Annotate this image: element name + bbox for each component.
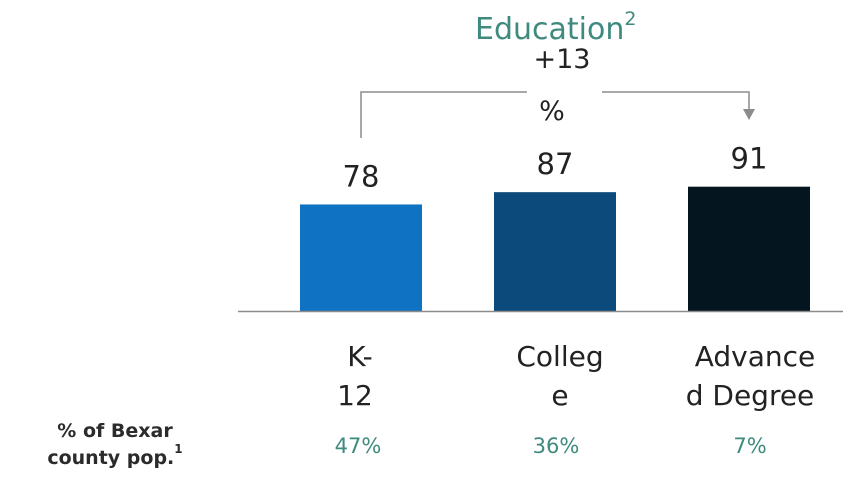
population-row-label-line1: % of Bexar — [57, 420, 173, 442]
category-label-college-line2: e — [551, 379, 569, 412]
chart-title-footnote: 2 — [624, 8, 637, 30]
population-row-footnote: 1 — [174, 442, 183, 456]
population-row-label: % of Bexar county pop.1 — [30, 418, 200, 472]
value-label-advanced: 91 — [731, 142, 768, 176]
bracket-right-segment — [602, 91, 750, 110]
category-label-k12-line2: 12 — [337, 379, 373, 412]
category-label-advanced-line1: Advance — [694, 340, 816, 373]
category-label-advanced-line2: d Degree — [685, 379, 815, 412]
population-share-k12: 47% — [334, 434, 382, 458]
population-share-college: 36% — [532, 434, 580, 458]
population-row-label-line2: county pop. — [47, 447, 175, 469]
bar-advanced — [688, 186, 810, 311]
bracket-arrowhead — [743, 109, 755, 120]
chart-title-text: Education — [475, 12, 625, 47]
value-label-college: 87 — [537, 147, 574, 181]
value-label-k12: 78 — [343, 159, 380, 193]
annotation-delta-value: +13 — [533, 44, 591, 75]
category-label-k12-line1: K- — [347, 340, 373, 373]
annotation-delta-unit: % — [539, 96, 565, 127]
chart-title: Education2 — [475, 10, 636, 48]
bar-k12 — [300, 204, 422, 311]
population-share-advanced: 7% — [733, 434, 767, 458]
bar-college — [494, 192, 616, 311]
bracket-left-segment — [360, 91, 527, 138]
category-label-college-line1: Colleg — [516, 340, 604, 373]
